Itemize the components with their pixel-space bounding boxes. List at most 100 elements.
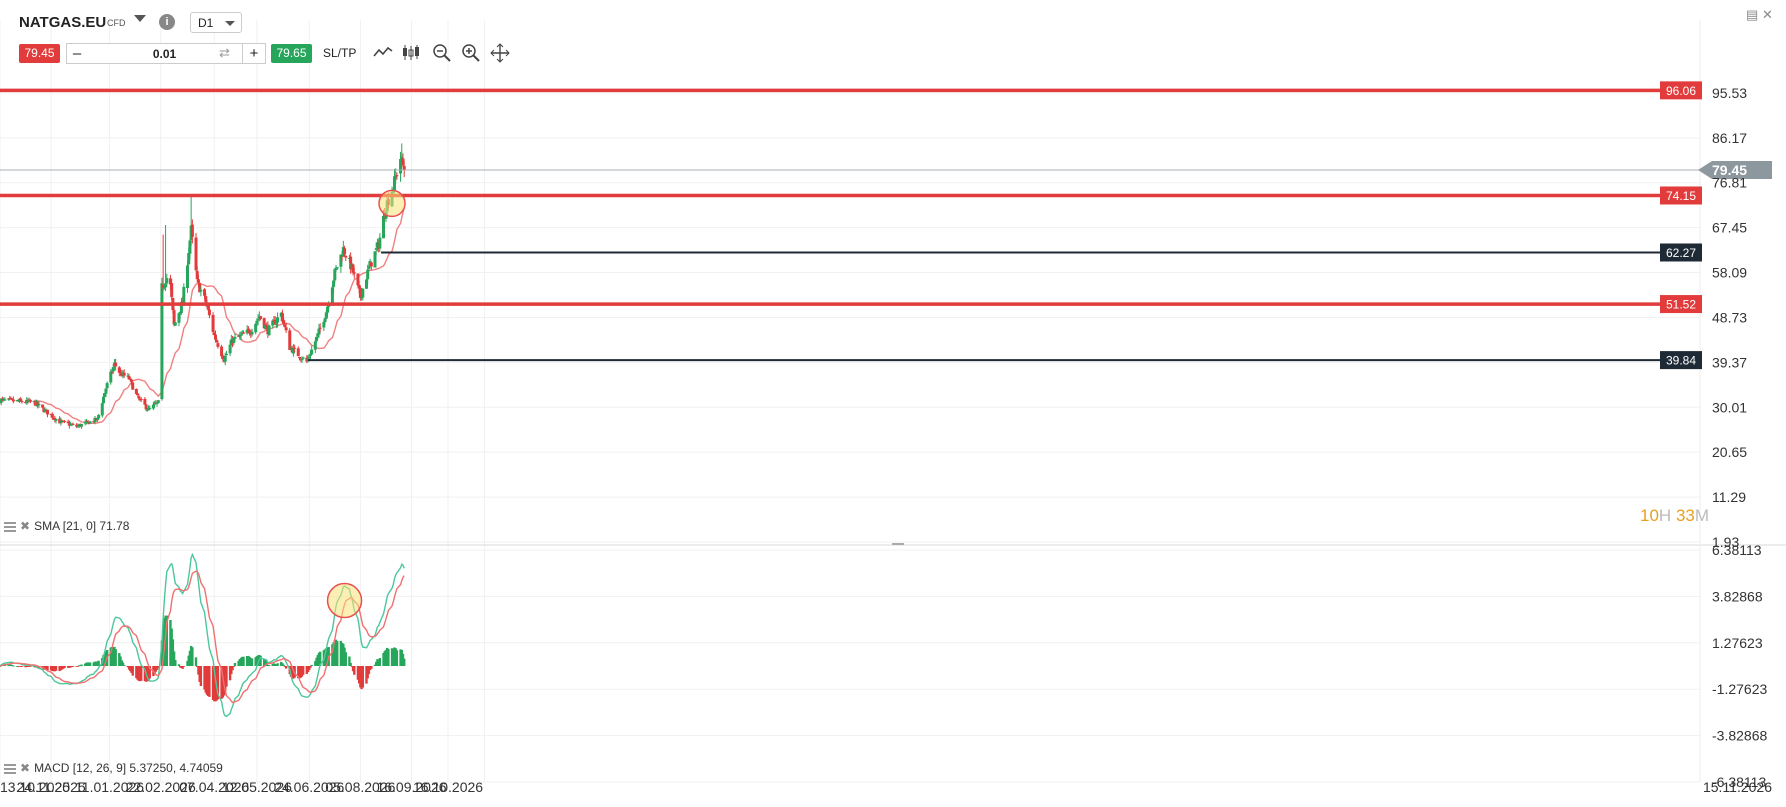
macd-histogram-bar: [281, 663, 284, 666]
candle: [206, 305, 210, 310]
candle: [313, 341, 317, 350]
volume-input[interactable]: [87, 44, 242, 63]
macd-histogram-bar: [400, 649, 403, 666]
symbol-name[interactable]: NATGAS.EU: [19, 14, 107, 31]
macd-histogram-bar: [70, 666, 74, 667]
macd-histogram-bar: [301, 666, 305, 675]
macd-histogram-bar: [177, 664, 181, 666]
candle: [378, 237, 382, 249]
candle: [401, 158, 405, 166]
macd-axis-tick: 1.27623: [1712, 635, 1763, 651]
price-axis-tick: 67.45: [1712, 220, 1747, 236]
time-axis-label: 24.06.2026: [274, 779, 344, 795]
close-icon[interactable]: ✕: [1762, 7, 1773, 22]
macd-histogram-bar: [326, 647, 329, 666]
macd-histogram-bar: [155, 666, 159, 670]
line-chart-icon[interactable]: [372, 42, 394, 64]
macd-histogram-bar: [114, 649, 117, 666]
symbol-dropdown-icon[interactable]: [134, 15, 146, 22]
macd-histogram-bar: [283, 666, 287, 667]
level-tag-bg: [1660, 243, 1702, 262]
macd-histogram-bar: [88, 662, 92, 666]
macd-histogram-bar: [63, 666, 66, 669]
countdown-hours-unit: H: [1658, 506, 1672, 525]
macd-histogram-bar: [353, 666, 356, 675]
macd-histogram-bar: [146, 666, 149, 682]
macd-histogram-bar: [52, 666, 55, 672]
decrease-volume-button[interactable]: –: [72, 45, 82, 62]
settings-icon[interactable]: [4, 521, 16, 532]
sltp-button[interactable]: SL/TP: [323, 46, 357, 60]
macd-histogram-bar: [69, 666, 72, 668]
sell-button[interactable]: 79.45: [19, 44, 60, 63]
macd-histogram-bar: [339, 640, 343, 666]
candle: [60, 420, 64, 422]
swap-icon[interactable]: ⇄: [219, 45, 230, 60]
macd-histogram-bar: [119, 656, 122, 666]
macd-histogram-bar: [385, 647, 389, 666]
macd-histogram-bar: [319, 651, 322, 666]
candle: [221, 355, 225, 360]
candle: [284, 327, 288, 331]
candle: [178, 311, 182, 315]
candle: [88, 421, 92, 424]
candle: [187, 253, 191, 265]
macd-histogram-bar: [275, 664, 278, 666]
candle: [151, 404, 155, 409]
macd-axis-tick: -6.38113: [1712, 774, 1766, 790]
candles-icon[interactable]: [400, 42, 422, 64]
macd-histogram-bar: [8, 664, 11, 666]
candle: [300, 359, 304, 361]
candle: [216, 343, 220, 347]
candle: [134, 388, 138, 394]
candle: [299, 358, 303, 360]
zoom-in-icon[interactable]: [460, 42, 482, 64]
window-icon[interactable]: ▤: [1746, 7, 1759, 22]
macd-histogram-bar: [280, 661, 283, 666]
candle: [100, 403, 104, 416]
macd-histogram-bar: [248, 656, 251, 666]
increase-volume-button[interactable]: +: [242, 44, 265, 63]
macd-histogram-bar: [284, 666, 288, 669]
candle: [117, 367, 121, 373]
remove-indicator-icon[interactable]: ✖: [20, 761, 31, 775]
macd-histogram-bar: [340, 642, 344, 666]
macd-histogram-bar: [77, 665, 81, 667]
macd-histogram-bar: [384, 649, 388, 666]
macd-histogram-bar: [36, 666, 39, 668]
macd-histogram-bar: [342, 643, 345, 666]
zoom-out-icon[interactable]: [431, 42, 453, 64]
candle: [129, 379, 133, 382]
timeframe-select[interactable]: D1: [190, 12, 242, 33]
macd-histogram-bar: [154, 666, 158, 672]
candle: [335, 267, 339, 269]
candle: [119, 372, 123, 374]
info-icon[interactable]: i: [159, 14, 175, 30]
level-tag-bg: [1660, 351, 1702, 370]
candle: [356, 273, 360, 286]
macd-histogram-bar: [181, 666, 184, 669]
macd-histogram-bar: [51, 666, 54, 672]
settings-icon[interactable]: [4, 763, 16, 774]
candle: [344, 255, 348, 258]
remove-indicator-icon[interactable]: ✖: [20, 519, 31, 533]
macd-histogram-bar: [96, 661, 99, 666]
level-tag-label: 39.84: [1666, 354, 1696, 368]
candle: [80, 424, 84, 427]
macd-histogram-bar: [316, 655, 319, 666]
buy-button[interactable]: 79.65: [271, 44, 312, 63]
macd-histogram-bar: [178, 666, 182, 668]
level-tag-label: 62.27: [1666, 246, 1696, 260]
countdown-minutes: 33: [1675, 506, 1695, 525]
candle: [352, 272, 356, 274]
macd-histogram-bar: [305, 666, 309, 674]
sma-label: SMA [21, 0] 71.78: [34, 519, 130, 533]
macd-histogram-bar: [118, 653, 121, 666]
macd-histogram-bar: [213, 666, 216, 702]
current-price-tag-label: 79.45: [1712, 162, 1747, 178]
candle: [59, 420, 63, 423]
candle: [9, 397, 13, 399]
candle: [3, 399, 7, 401]
move-icon[interactable]: [489, 42, 511, 64]
